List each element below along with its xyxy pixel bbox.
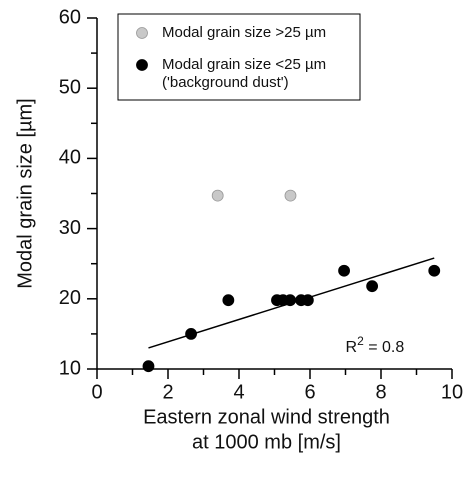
data-point <box>301 294 314 307</box>
y-axis-label: Modal grain size [µm] <box>14 98 36 288</box>
data-point <box>211 189 224 202</box>
x-tick-label: 10 <box>441 381 463 403</box>
x-tick-label: 6 <box>304 381 315 403</box>
annotation-part: = 0.8 <box>364 339 405 356</box>
data-point <box>284 294 297 307</box>
x-axis-label: at 1000 mb [m/s] <box>192 431 341 453</box>
y-tick-label: 30 <box>59 217 81 239</box>
legend-label: Modal grain size <25 µm <box>162 56 326 73</box>
legend-label: ('background dust') <box>162 74 289 91</box>
data-point <box>284 189 297 202</box>
x-tick-label: 4 <box>233 381 244 403</box>
data-point <box>142 360 155 373</box>
legend-marker <box>136 27 148 39</box>
legend-box <box>117 13 361 101</box>
data-point <box>185 327 197 340</box>
x-tick-label: 0 <box>91 381 102 403</box>
x-tick-label: 2 <box>162 381 173 403</box>
annotation-part: R <box>346 339 358 356</box>
annotation-part: 2 <box>357 334 364 348</box>
x-axis-label: Eastern zonal wind strength <box>143 406 390 428</box>
legend-label: Modal grain size >25 µm <box>162 24 326 41</box>
y-tick-label: 50 <box>59 76 81 98</box>
annotation: R2 = 0.8 <box>346 334 405 356</box>
legend-marker <box>136 59 148 71</box>
data-point <box>366 280 379 293</box>
x-tick-label: 8 <box>375 381 386 403</box>
data-point <box>222 294 235 307</box>
y-tick-label: 60 <box>59 6 81 28</box>
data-point <box>428 264 441 277</box>
y-tick-label: 10 <box>59 357 81 379</box>
y-tick-label: 20 <box>59 287 81 309</box>
data-point <box>338 264 350 277</box>
y-tick-label: 40 <box>59 147 81 169</box>
